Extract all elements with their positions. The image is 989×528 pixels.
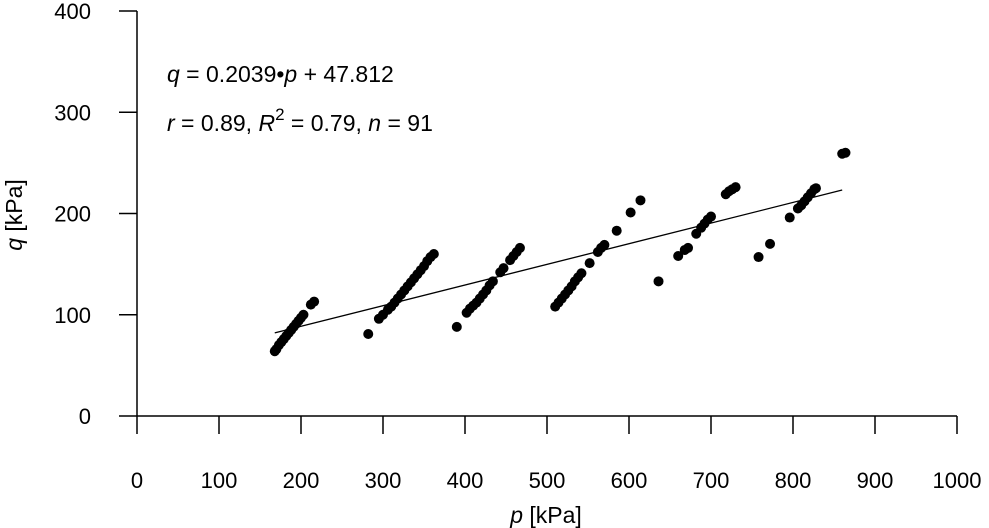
x-tick-label: 500 [529, 468, 566, 493]
data-point [576, 268, 587, 279]
trendline-group [274, 189, 843, 334]
x-tick-label: 800 [775, 468, 812, 493]
x-axis-title: p [kPa] [509, 502, 582, 528]
data-point [599, 239, 610, 250]
y-tick-label: 0 [79, 404, 91, 429]
y-tick-label: 300 [54, 100, 91, 125]
equation-annotation: q = 0.2039•p + 47.812 [167, 61, 394, 87]
data-point [765, 238, 776, 249]
data-points [269, 147, 851, 357]
data-point [810, 183, 821, 194]
y-tick-label: 100 [54, 303, 91, 328]
data-point [451, 321, 462, 332]
data-point [753, 252, 764, 263]
data-point [428, 249, 439, 259]
data-point [363, 328, 374, 339]
data-point [706, 211, 716, 222]
data-point [625, 207, 636, 218]
x-tick-label: 400 [447, 468, 484, 493]
y-tick-label: 200 [54, 202, 91, 227]
x-tick-label: 600 [611, 468, 648, 493]
x-tick-label: 200 [283, 468, 320, 493]
data-point [635, 195, 646, 206]
tick-marks [119, 10, 958, 434]
data-point [683, 242, 694, 253]
x-tick-label: 900 [857, 468, 894, 493]
y-tick-label: 400 [54, 0, 91, 24]
data-point [498, 263, 509, 274]
x-tick-label: 100 [201, 468, 238, 493]
data-point [584, 258, 595, 269]
data-point [673, 251, 684, 262]
stats-annotation: r = 0.89, R2 = 0.79, n = 91 [167, 105, 433, 136]
x-tick-label: 700 [693, 468, 730, 493]
tick-labels: 0 100 200 300 400 500 600 700 800 900 1000 0 100 200 3… [54, 0, 981, 493]
x-tick-label: 1000 [933, 468, 982, 493]
x-tick-label: 0 [131, 468, 143, 493]
data-point [298, 309, 309, 320]
data-point [784, 212, 795, 223]
data-point [514, 242, 525, 253]
data-point [309, 296, 320, 307]
x-tick-label: 300 [365, 468, 402, 493]
y-axis-title: q [kPa] [1, 179, 27, 251]
trendline [274, 189, 843, 334]
data-point [840, 147, 851, 158]
data-point [730, 182, 741, 193]
data-point [611, 225, 622, 236]
data-point [653, 276, 664, 287]
